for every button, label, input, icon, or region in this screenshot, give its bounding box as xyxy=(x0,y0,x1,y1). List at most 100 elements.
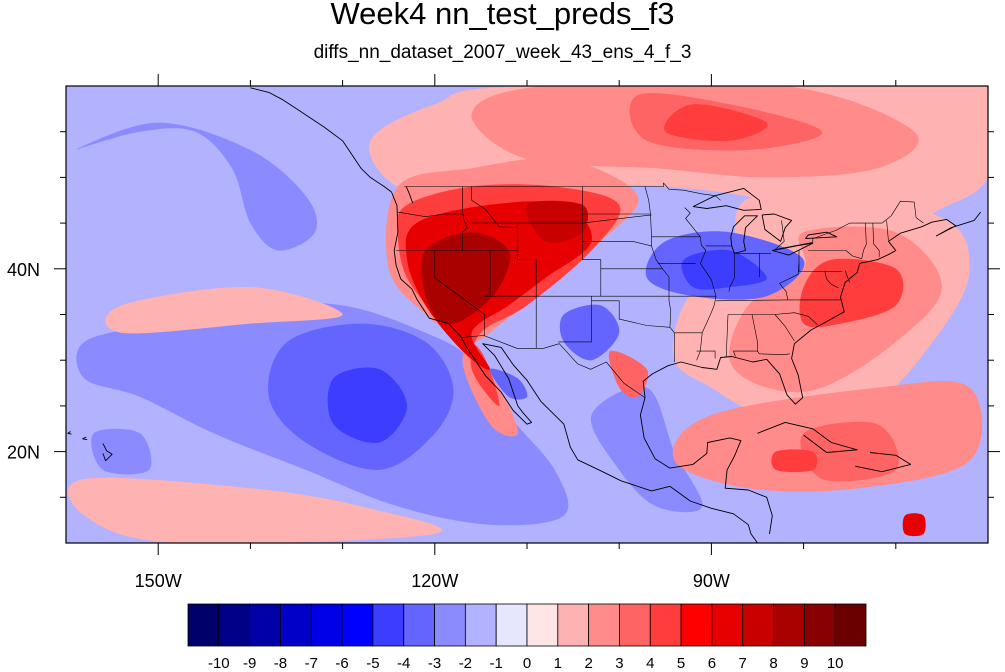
coast-line-4 xyxy=(405,186,414,204)
colorbar-swatch xyxy=(464,603,497,647)
colorbar-swatch xyxy=(187,603,220,647)
colorbar-swatch xyxy=(834,603,867,647)
colorbar-swatch xyxy=(557,603,590,647)
coast-line-8 xyxy=(730,215,758,254)
field-region-25 xyxy=(771,449,818,473)
colorbar-label: -2 xyxy=(459,655,472,672)
border-line-44 xyxy=(728,253,735,292)
page-subtitle: diffs_nn_dataset_2007_week_43_ens_4_f_3 xyxy=(313,42,692,63)
field-region-18 xyxy=(681,249,767,290)
colorbar-swatch xyxy=(680,603,713,647)
field-region-26 xyxy=(105,286,343,334)
border-line-17 xyxy=(462,186,468,251)
field-region-21 xyxy=(590,386,703,513)
colorbar-label: -6 xyxy=(335,655,348,672)
map-panel: 150W 120W 90W 40N 20N xyxy=(7,74,1000,591)
field-region-19 xyxy=(559,304,620,361)
coast-line-5 xyxy=(757,421,858,453)
border-line-39 xyxy=(725,314,729,357)
coast-line-56 xyxy=(102,443,113,462)
colorbar-label: -3 xyxy=(428,655,441,672)
coast-line-9 xyxy=(761,213,793,242)
colorbar-label: 3 xyxy=(615,655,623,672)
colorbar-swatch xyxy=(434,603,466,647)
lon-tick-label: 120W xyxy=(411,571,458,591)
border-line-49 xyxy=(808,250,862,259)
colorbar-label: -8 xyxy=(274,655,287,672)
page-title: Week4 nn_test_preds_f3 xyxy=(330,0,675,31)
border-line-34 xyxy=(684,207,717,361)
border-line-43 xyxy=(774,314,795,342)
colorbar-swatch xyxy=(773,603,805,647)
colorbar-label: -5 xyxy=(366,655,379,672)
colorbar-label: 7 xyxy=(739,655,747,672)
coast-line-7 xyxy=(692,187,762,211)
border-line-40 xyxy=(696,350,716,359)
geographic-boundaries xyxy=(67,87,981,543)
colorbar-label: -9 xyxy=(243,655,256,672)
coast-line-2 xyxy=(639,397,773,534)
colorbar-swatch xyxy=(341,603,374,647)
colorbar: -10 -9 -8 -7 -6 -5 -4 -3 -2 -1 0 1 2 3 4 5 6 7 8 9 10 xyxy=(187,603,867,672)
field-region-4 xyxy=(91,428,152,475)
colorbar-label: 8 xyxy=(769,655,777,672)
border-line-27 xyxy=(582,241,652,247)
colorbar-label: 2 xyxy=(584,655,592,672)
contour-field xyxy=(68,86,988,543)
field-region-0 xyxy=(75,122,318,251)
colorbar-swatch xyxy=(218,603,251,647)
coast-line-11 xyxy=(805,231,838,240)
colorbar-swatch xyxy=(249,603,281,647)
field-region-22 xyxy=(608,350,649,398)
border-line-24 xyxy=(517,214,652,224)
border-line-13 xyxy=(774,200,924,250)
field-region-13 xyxy=(525,200,589,243)
colorbar-swatch xyxy=(495,603,528,647)
coast-line-0 xyxy=(391,191,758,543)
border-line-52 xyxy=(872,223,880,257)
field-region-8 xyxy=(664,104,768,142)
colorbar-swatch xyxy=(742,603,774,647)
colorbar-swatch xyxy=(803,603,836,647)
border-line-18 xyxy=(397,211,463,217)
colorbar-label: 0 xyxy=(523,655,531,672)
colorbar-label: 9 xyxy=(800,655,808,672)
field-region-3 xyxy=(327,367,408,444)
field-region-24 xyxy=(800,421,899,482)
border-line-12 xyxy=(404,182,716,196)
colorbar-swatch xyxy=(619,603,651,647)
colorbar-swatch xyxy=(588,603,620,647)
border-line-19 xyxy=(471,186,518,228)
colorbar-swatch xyxy=(310,603,343,647)
colorbar-label: 6 xyxy=(708,655,716,672)
colorbar-label: 1 xyxy=(554,655,562,672)
lat-tick-label: 20N xyxy=(7,443,40,463)
colorbar-swatch xyxy=(711,603,744,647)
border-line-38 xyxy=(728,312,818,325)
border-line-55 xyxy=(714,195,721,201)
border-line-31 xyxy=(644,186,672,328)
axis-ticks xyxy=(54,74,1000,555)
colorbar-swatch xyxy=(280,603,312,647)
border-line-54 xyxy=(844,270,850,283)
border-line-48 xyxy=(779,263,800,300)
colorbar-label: 4 xyxy=(646,655,654,672)
border-line-29 xyxy=(558,296,592,343)
coast-line-58 xyxy=(67,431,72,435)
colorbar-label: 10 xyxy=(827,655,844,672)
colorbar-label: -4 xyxy=(397,655,410,672)
field-region-12 xyxy=(421,232,510,325)
colorbar-swatch xyxy=(649,603,682,647)
colorbar-label: 5 xyxy=(677,655,685,672)
colorbar-swatch xyxy=(403,603,435,647)
coast-line-6 xyxy=(855,452,912,473)
colorbar-label: -7 xyxy=(305,655,318,672)
colorbar-label: -10 xyxy=(208,655,230,672)
lon-tick-label: 90W xyxy=(693,571,730,591)
border-line-14 xyxy=(461,335,646,398)
colorbar-label: -1 xyxy=(490,655,503,672)
border-line-42 xyxy=(757,350,790,355)
border-line-47 xyxy=(798,250,843,272)
border-line-53 xyxy=(886,220,889,241)
